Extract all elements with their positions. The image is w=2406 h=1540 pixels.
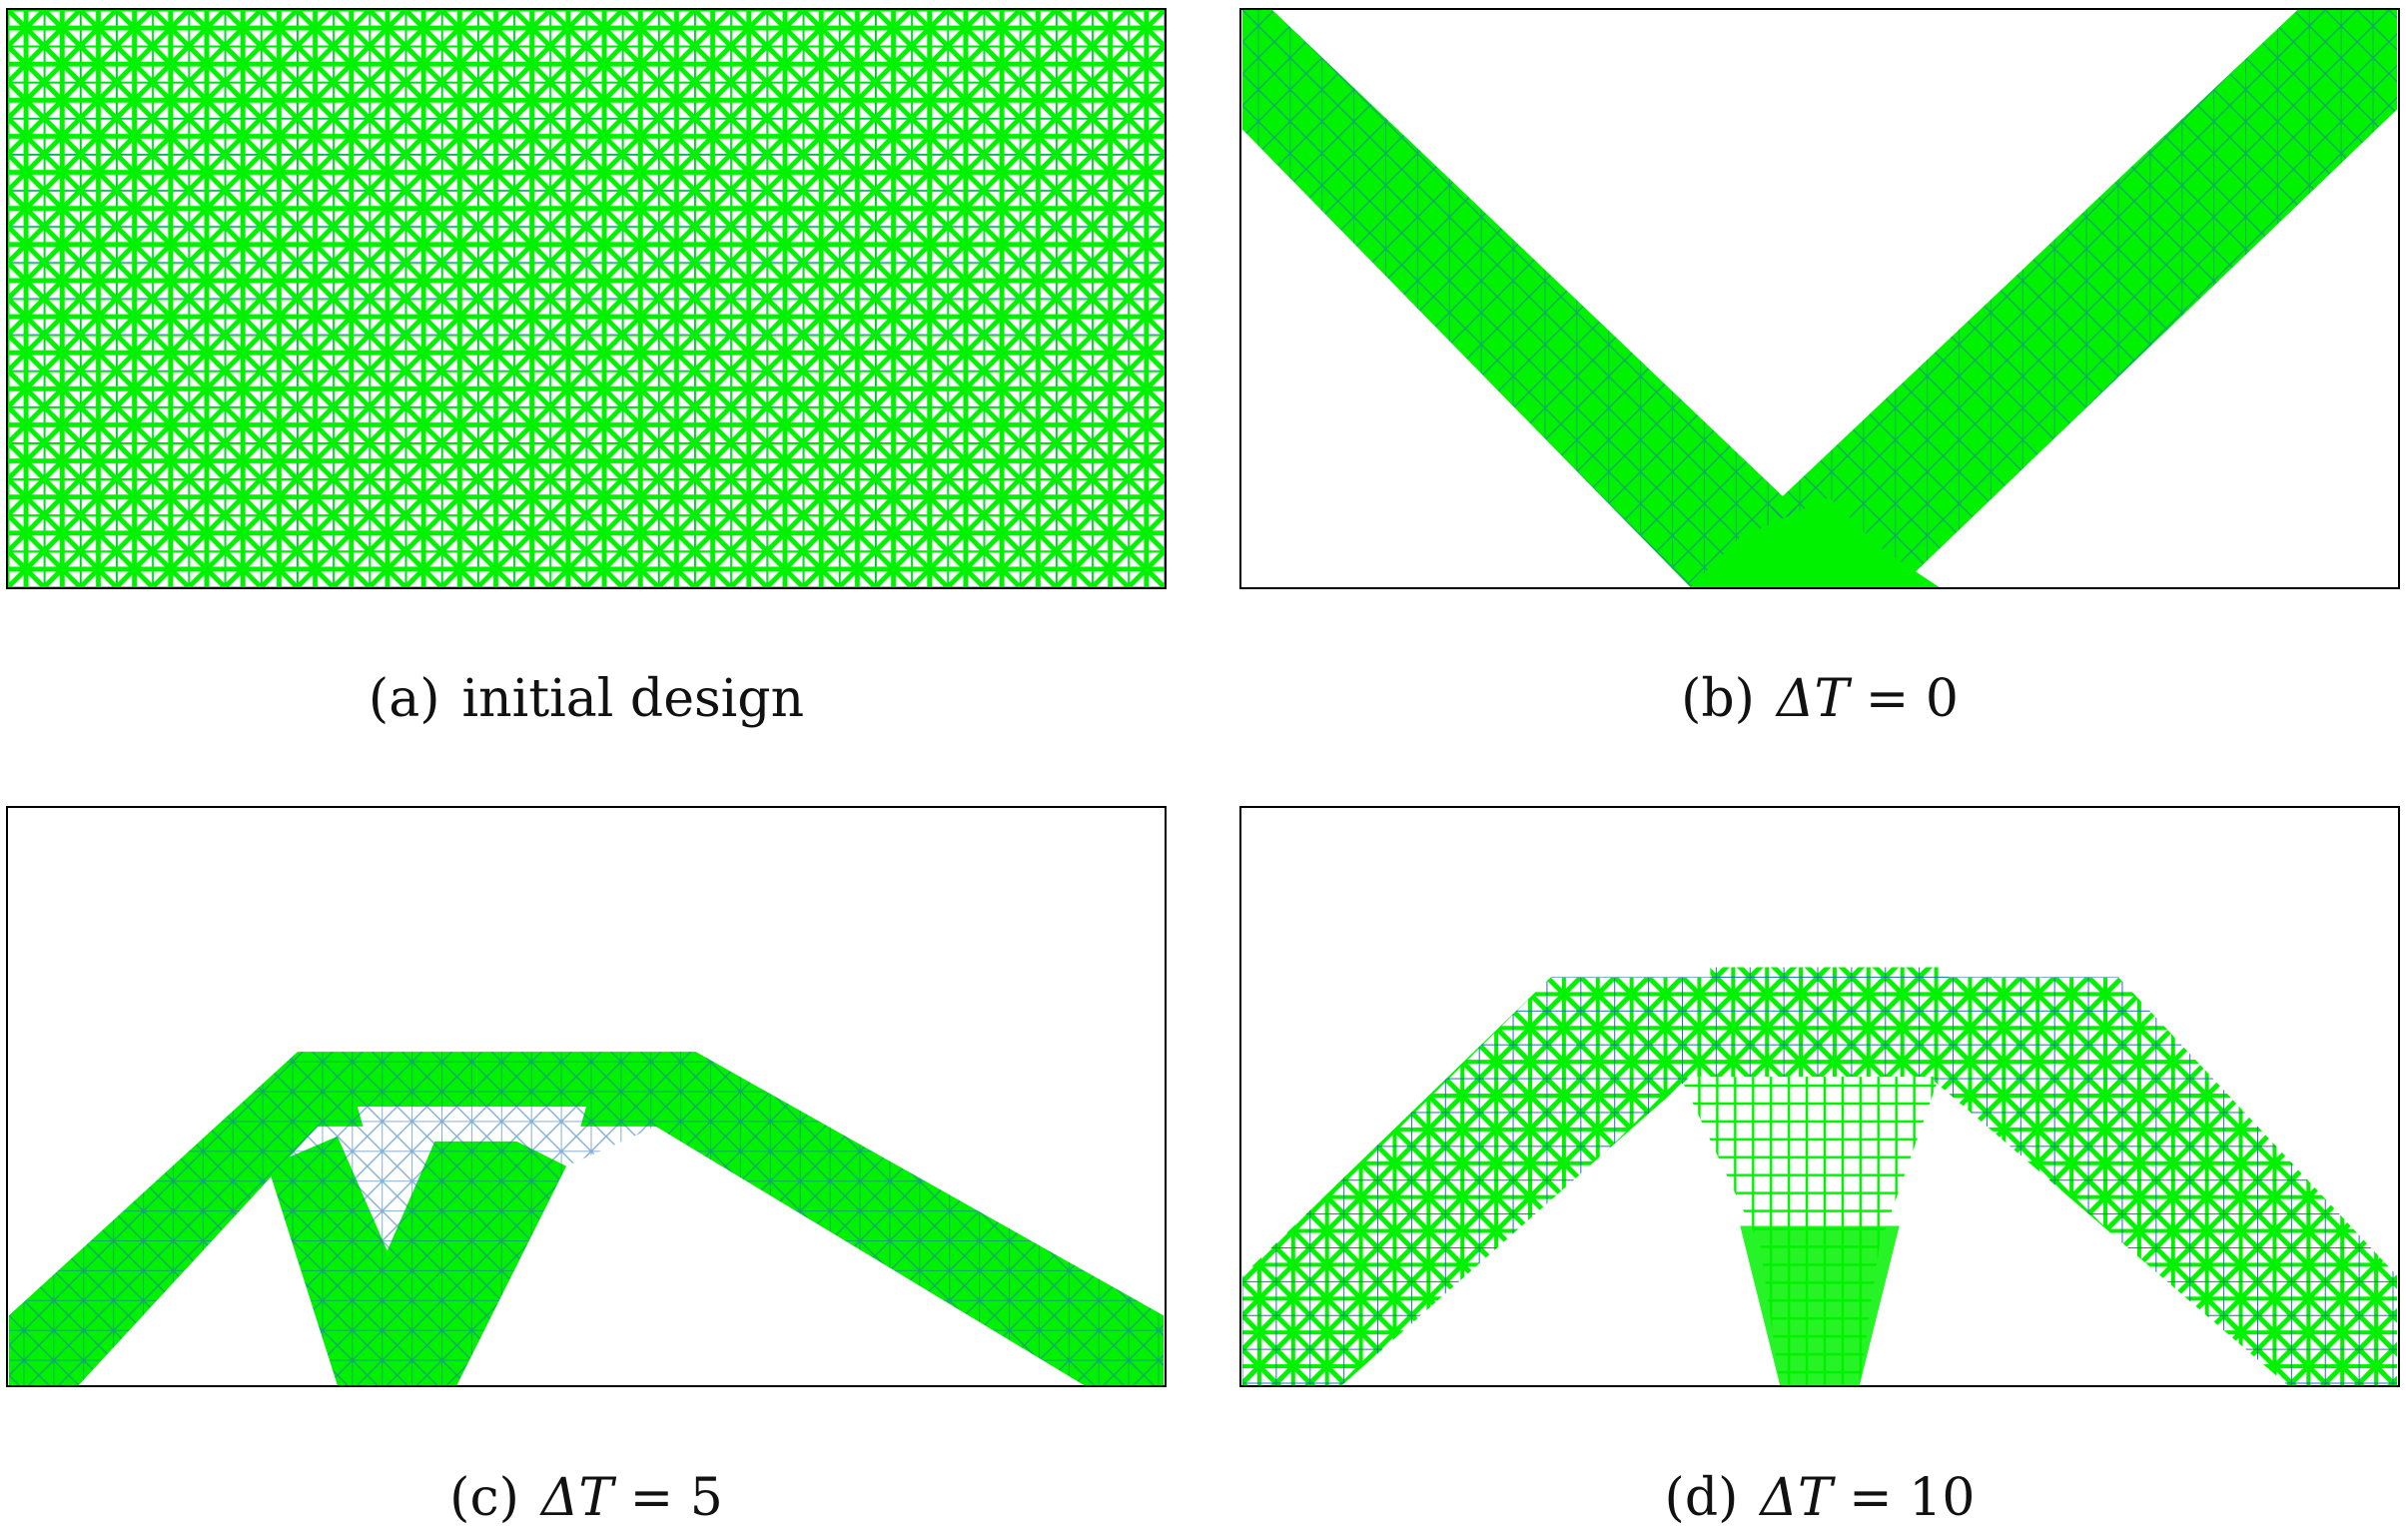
caption-label-b: (b) <box>1681 669 1755 729</box>
panel-delta-t-5 <box>6 806 1167 1387</box>
caption-delta-t-5: (c) ΔT = 5 <box>6 1468 1167 1528</box>
caption-label-a: (a) <box>368 669 440 729</box>
caption-label-c: (c) <box>449 1468 519 1528</box>
panel-delta-t-0 <box>1239 8 2400 589</box>
truss-delta-t-5 <box>9 1052 1165 1385</box>
caption-value-c: = 5 <box>613 1468 723 1528</box>
caption-math-c: ΔT <box>540 1468 614 1528</box>
caption-math-b: ΔT <box>1776 669 1850 729</box>
caption-text-a: initial design <box>461 669 805 729</box>
panel-initial-design <box>6 8 1167 589</box>
initial-design-lattice <box>8 10 1165 587</box>
panel-delta-t-10 <box>1239 806 2400 1387</box>
truss-delta-t-0 <box>1242 10 2397 587</box>
caption-value-b: = 0 <box>1849 669 1959 729</box>
caption-initial-design: (a) initial design <box>6 669 1167 729</box>
truss-delta-t-10 <box>1242 967 2397 1385</box>
caption-math-d: ΔT <box>1760 1468 1833 1528</box>
caption-delta-t-0: (b) ΔT = 0 <box>1239 669 2400 729</box>
caption-delta-t-10: (d) ΔT = 10 <box>1239 1468 2400 1528</box>
arch-body <box>1242 967 2397 1385</box>
caption-value-d: = 10 <box>1832 1468 1976 1528</box>
caption-label-d: (d) <box>1664 1468 1739 1528</box>
